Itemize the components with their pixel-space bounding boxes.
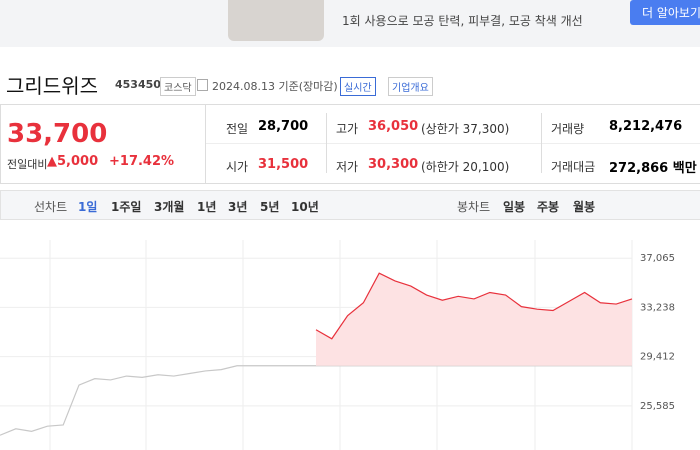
summary-label: 저가: [336, 160, 359, 174]
market-badge: 코스닥: [160, 77, 196, 96]
ad-button[interactable]: 더 알아보기: [630, 0, 700, 25]
current-price: 33,700: [7, 119, 108, 149]
tab[interactable]: 3개월: [154, 200, 185, 214]
summary-table: 전일 28,700 고가 36,050 (상한가 37,300) 거래량 8,212,476…: [205, 104, 700, 184]
overview-button[interactable]: 기업개요: [388, 77, 433, 96]
change-pct: +17.42%: [109, 154, 175, 169]
chart: 37,065 33,238 29,412 25,585: [0, 240, 675, 450]
date: 2024.08.13 기준(장마감): [212, 80, 338, 93]
summary-value: 28,700: [258, 119, 309, 134]
change-label: 전일대비: [7, 158, 48, 171]
calendar-icon: [197, 79, 208, 91]
tab-label: 선차트: [34, 200, 68, 214]
col-divider: [541, 113, 542, 173]
y-tick-label: 29,412: [640, 352, 675, 363]
tab[interactable]: 월봉: [573, 200, 596, 214]
chart-tabs: 선차트 1일 1주일 3개월 1년 3년 5년 10년 봉차트 일봉 주봉 월봉: [0, 190, 700, 220]
summary-label: 시가: [226, 160, 249, 174]
stock-name: 그리드위즈: [6, 74, 98, 98]
summary-value: 30,300: [368, 157, 419, 172]
tab[interactable]: 1년: [197, 200, 217, 214]
stock-code: 453450: [115, 78, 161, 91]
tab[interactable]: 5년: [260, 200, 280, 214]
row-divider: [206, 143, 700, 144]
ad-banner: 1회 사용으로 모공 탄력, 피부결, 모공 착색 개선 더 알아보기: [0, 0, 700, 47]
tab-label: 봉차트: [457, 200, 491, 214]
summary-value: 8,212,476: [609, 119, 683, 134]
summary-note: (상한가 37,300): [421, 122, 510, 136]
ad-image: [228, 0, 324, 41]
col-divider: [326, 113, 327, 173]
summary-value: 36,050: [368, 119, 419, 134]
price-line: [315, 272, 633, 340]
price-line: [0, 365, 632, 436]
change: ▲5,000: [47, 154, 99, 169]
tab[interactable]: 일봉: [503, 200, 526, 214]
summary-label: 전일: [226, 122, 249, 136]
summary-label: 고가: [336, 122, 359, 136]
summary-note: (하한가 20,100): [421, 160, 510, 174]
ad-text: 1회 사용으로 모공 탄력, 피부결, 모공 착색 개선: [342, 14, 583, 28]
summary-label: 거래량: [551, 122, 585, 136]
summary-value: 31,500: [258, 157, 309, 172]
summary-value: 272,866 백만: [609, 161, 697, 176]
summary-label: 거래대금: [551, 160, 596, 174]
y-tick-label: 33,238: [640, 302, 675, 313]
y-tick-label: 25,585: [640, 401, 675, 412]
area-fill: [316, 273, 632, 366]
tab[interactable]: 10년: [291, 200, 319, 214]
tab[interactable]: 1주일: [111, 200, 142, 214]
realtime-badge[interactable]: 실시간: [340, 77, 376, 96]
tab[interactable]: 주봉: [537, 200, 560, 214]
tab[interactable]: 3년: [228, 200, 248, 214]
price-box: 33,700 전일대비 ▲5,000 +17.42%: [0, 104, 206, 184]
y-tick-label: 37,065: [640, 253, 675, 264]
tab[interactable]: 1일: [78, 200, 98, 214]
